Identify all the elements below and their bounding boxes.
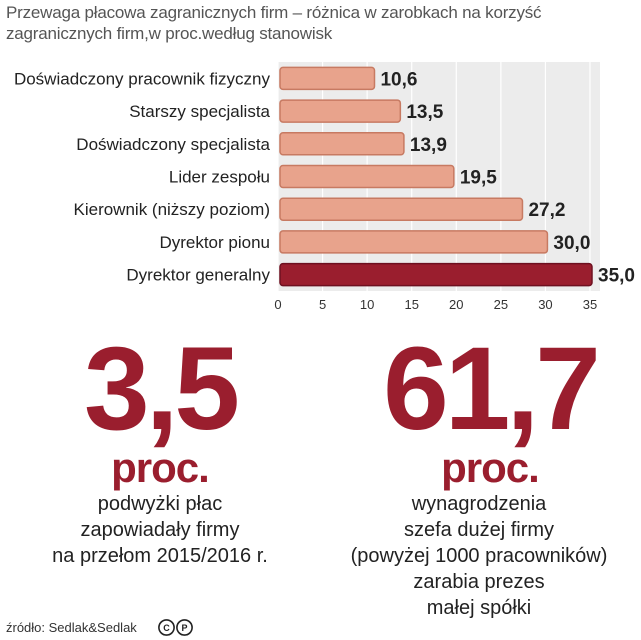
- x-tick-label: 0: [274, 297, 281, 312]
- bar-chart: 0 5 10 15 20 25 30 35 Doświadczony pracownik fiz…: [14, 62, 635, 312]
- source-note: źródło: Sedlak&Sedlak: [6, 620, 137, 635]
- bar: [279, 164, 455, 189]
- stat-2-line: małej spółki: [426, 597, 532, 619]
- stat-2-description: wynagrodzenia szefa dużej firmy (powyżej…: [320, 491, 638, 621]
- svg-text:C: C: [163, 623, 170, 633]
- category-label: Dyrektor pionu: [159, 233, 270, 252]
- stat-1-description: podwyżki płac zapowiadały firmy na przeł…: [5, 491, 315, 569]
- svg-text:P: P: [181, 623, 187, 633]
- chart-title: Przewaga płacowa zagranicznych firm – ró…: [6, 3, 542, 43]
- bar: [279, 230, 549, 254]
- category-label: Starszy specjalista: [129, 102, 270, 121]
- data-label: 13,9: [410, 135, 447, 156]
- stat-2-number: 61,7: [383, 323, 601, 455]
- p-icon: P: [176, 619, 193, 636]
- x-tick-label: 35: [583, 297, 597, 312]
- category-label: Kierownik (niższy poziom): [74, 200, 271, 219]
- stat-2-line: szefa dużej firmy: [403, 519, 555, 541]
- category-label: Doświadczony pracownik fizyczny: [14, 69, 271, 88]
- stat-2-unit: proc.: [441, 444, 540, 491]
- bar: [279, 132, 405, 156]
- stat-2-line: zarabia prezes: [413, 571, 545, 593]
- data-label: 27,2: [528, 200, 565, 221]
- stat-1-number: 3,5: [83, 323, 240, 455]
- bar: [279, 99, 402, 123]
- stat-1-line: podwyżki płac: [97, 493, 223, 515]
- bar: [279, 197, 524, 221]
- category-label: Lider zespołu: [169, 168, 270, 187]
- cc-icon: C: [158, 619, 175, 636]
- data-label: 19,5: [460, 168, 497, 189]
- data-label: 35,0: [598, 266, 635, 287]
- x-tick-label: 20: [449, 297, 463, 312]
- category-label: Doświadczony specjalista: [76, 135, 270, 154]
- x-tick-label: 30: [538, 297, 552, 312]
- bar: [279, 262, 593, 287]
- category-label: Dyrektor generalny: [126, 266, 270, 285]
- bar: [279, 66, 376, 91]
- stat-1-line: na przełom 2015/2016 r.: [52, 545, 268, 567]
- x-tick-label: 25: [494, 297, 508, 312]
- stat-1-unit: proc.: [111, 444, 210, 491]
- x-tick-label: 10: [360, 297, 374, 312]
- x-tick-label: 15: [404, 297, 418, 312]
- data-label: 30,0: [553, 233, 590, 254]
- stat-1-line: zapowiadały firmy: [80, 519, 240, 541]
- data-label: 10,6: [380, 69, 417, 90]
- stat-2-line: (powyżej 1000 pracowników): [350, 545, 608, 567]
- data-label: 13,5: [406, 102, 443, 123]
- stat-2-line: wynagrodzenia: [411, 493, 547, 515]
- x-tick-label: 5: [319, 297, 326, 312]
